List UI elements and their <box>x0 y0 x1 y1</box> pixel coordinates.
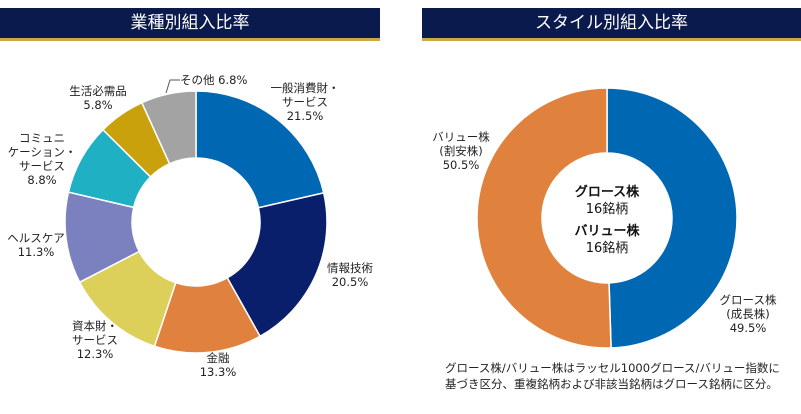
sector-label-other: その他 6.8% <box>180 73 247 87</box>
sector-chart-title: 業種別組入比率 <box>0 8 380 41</box>
style-chart-title: スタイル別組入比率 <box>422 8 801 41</box>
sector-label-text: 一般消費財・ <box>271 81 340 95</box>
sector-value-text: 11.3% <box>18 245 55 259</box>
sector-label-text: 資本財・ <box>72 319 118 333</box>
sector-label-text: 情報技術 <box>327 261 373 275</box>
sector-label-text: 金融 <box>207 351 230 365</box>
sector-label-text: ケーション・ <box>8 145 77 159</box>
sector-value-text: 21.5% <box>287 109 324 123</box>
sector-donut-chart: 一般消費財・サービス21.5%情報技術20.5%金融13.3%資本財・サービス1… <box>7 73 373 379</box>
sector-value-text: 8.8% <box>27 173 56 187</box>
sector-value-text: 12.3% <box>77 347 114 361</box>
footnote: グロース株/バリュー株はラッセル1000グロース/バリュー指数に基づき区分、重複… <box>445 361 780 391</box>
sector-label-text: サービス <box>72 333 118 347</box>
sector-label-text: 生活必需品 <box>69 84 127 98</box>
sector-value-text: 5.8% <box>83 98 112 112</box>
style-allocation-panel: スタイル別組入比率 <box>420 0 801 414</box>
sector-label-text: コミュニ <box>19 131 65 145</box>
sector-leader-line <box>165 79 180 94</box>
sector-allocation-panel: 業種別組入比率 一般消費財・ サービス 21.5% 情報技術 20.5% 金融 13.3% 資… <box>0 0 400 414</box>
sector-label-text: サービス <box>282 95 328 109</box>
sector-label-text: サービス <box>19 159 65 173</box>
sector-value-text: 13.3% <box>200 365 237 379</box>
sector-center-hole <box>132 158 260 286</box>
sector-value-text: 20.5% <box>332 275 369 289</box>
sector-label-text: ヘルスケア <box>7 231 65 245</box>
